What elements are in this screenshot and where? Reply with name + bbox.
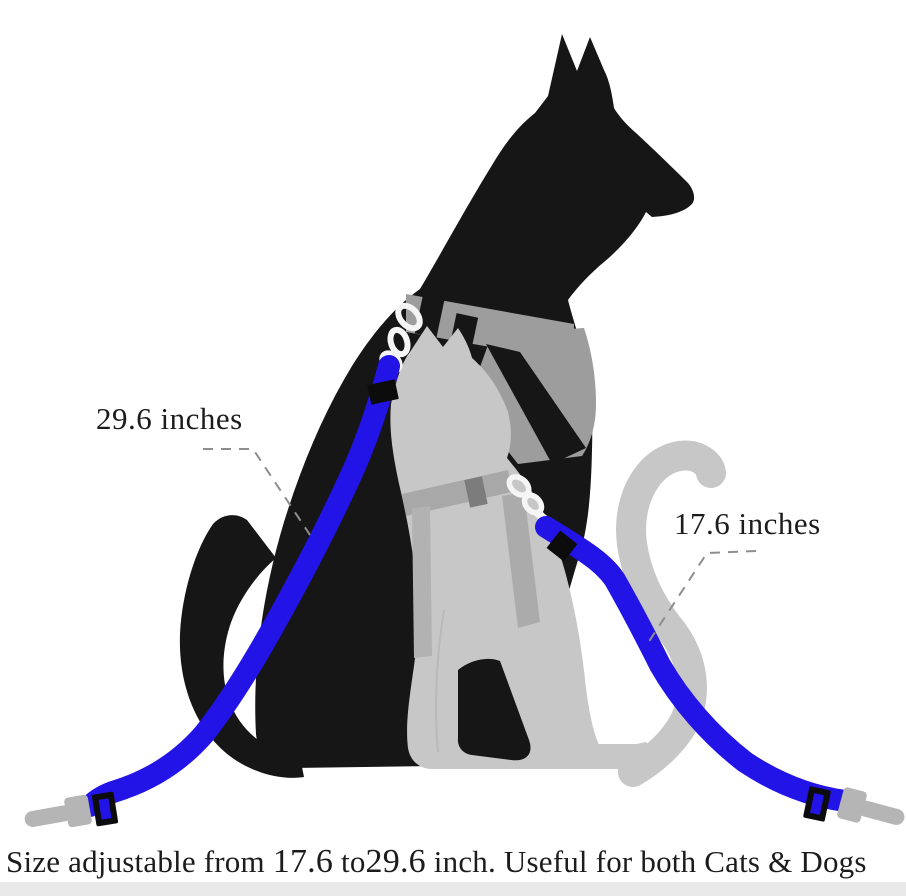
dog-clip-ring-1 [395, 302, 423, 332]
cat-harness-adjuster [464, 476, 488, 508]
tongue-plate [837, 787, 867, 823]
cat-harness-front-strap [412, 506, 432, 658]
caption-prefix: Size adjustable from [6, 844, 273, 879]
dog-clip-ring-2 [387, 326, 411, 358]
cat-strap [535, 516, 856, 812]
cat-harness-girth-strap [502, 492, 540, 628]
dog-strap-buckle-tongue [24, 794, 92, 828]
dog-harness-strap-stub-1 [414, 292, 446, 338]
dog-front-leg-gap [457, 658, 531, 761]
cat-harness-chest-band [402, 470, 512, 516]
caption-min-size: 17.6 [272, 843, 334, 880]
cat-strap-slider [803, 786, 831, 822]
size-caption: Size adjustable from 17.6 to29.6 inch. U… [6, 845, 904, 879]
cat-clip-chain [506, 474, 548, 523]
cat-harness-group [402, 470, 540, 658]
cat-front-leg-line [435, 609, 445, 753]
footer-edge-band [0, 882, 906, 896]
caption-suffix: inch. Useful for both Cats & Dogs [425, 844, 867, 879]
cat-strap-length-label: 17.6 inches [674, 506, 821, 541]
tongue-plate [64, 794, 92, 828]
caption-connector: to [333, 844, 366, 879]
dog-strap [79, 355, 400, 817]
dog-strap-length-label: 29.6 inches [96, 401, 243, 436]
tongue-tab [24, 805, 73, 827]
tongue-tab [857, 800, 905, 825]
cat-strap-top-adjuster [546, 530, 578, 562]
dog-strap-slider [91, 791, 119, 827]
cat-strap-buckle-tongue [837, 787, 905, 825]
caption-max-size: 29.6 [365, 843, 426, 880]
dog-strap-top-adjuster [367, 379, 399, 405]
dog-harness-diagonal-strap [486, 344, 586, 464]
